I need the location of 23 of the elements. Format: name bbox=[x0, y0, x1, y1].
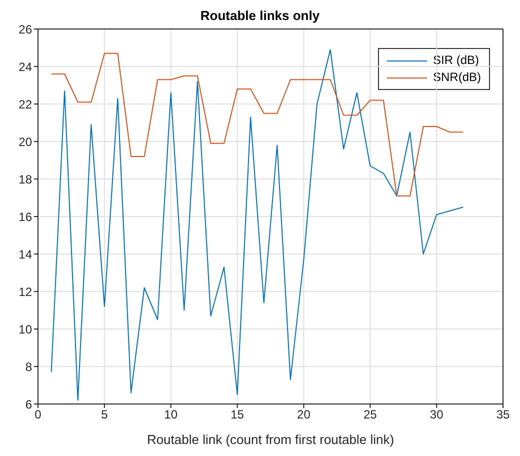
y-tick-label: 8 bbox=[25, 360, 32, 374]
x-tick-label: 10 bbox=[164, 408, 178, 422]
x-tick-label: 30 bbox=[430, 408, 444, 422]
y-tick-label: 6 bbox=[25, 397, 32, 412]
x-tick-label: 5 bbox=[101, 408, 108, 422]
y-tick-label: 24 bbox=[18, 60, 32, 74]
y-tick-label: 10 bbox=[18, 322, 32, 336]
y-tick-label: 26 bbox=[18, 22, 32, 36]
x-tick-label: 25 bbox=[363, 408, 378, 422]
y-tick-label: 16 bbox=[18, 210, 32, 224]
y-tick-label: 22 bbox=[18, 97, 32, 112]
y-tick-label: 18 bbox=[18, 172, 32, 186]
legend-label: SNR(dB) bbox=[432, 69, 481, 86]
x-tick-label: 0 bbox=[34, 408, 42, 422]
y-tick-label: 20 bbox=[18, 134, 32, 149]
x-tick-label: 20 bbox=[297, 408, 311, 422]
y-tick-label: 12 bbox=[18, 284, 32, 299]
x-axis-title: Routable link (count from first routable link) bbox=[146, 432, 394, 447]
y-tick-label: 14 bbox=[18, 247, 32, 262]
x-tick-label: 15 bbox=[230, 408, 244, 422]
x-tick-label: 35 bbox=[496, 408, 510, 422]
chart-title: Routable links only bbox=[199, 8, 321, 24]
legend-label: SIR (dB) bbox=[432, 52, 479, 69]
